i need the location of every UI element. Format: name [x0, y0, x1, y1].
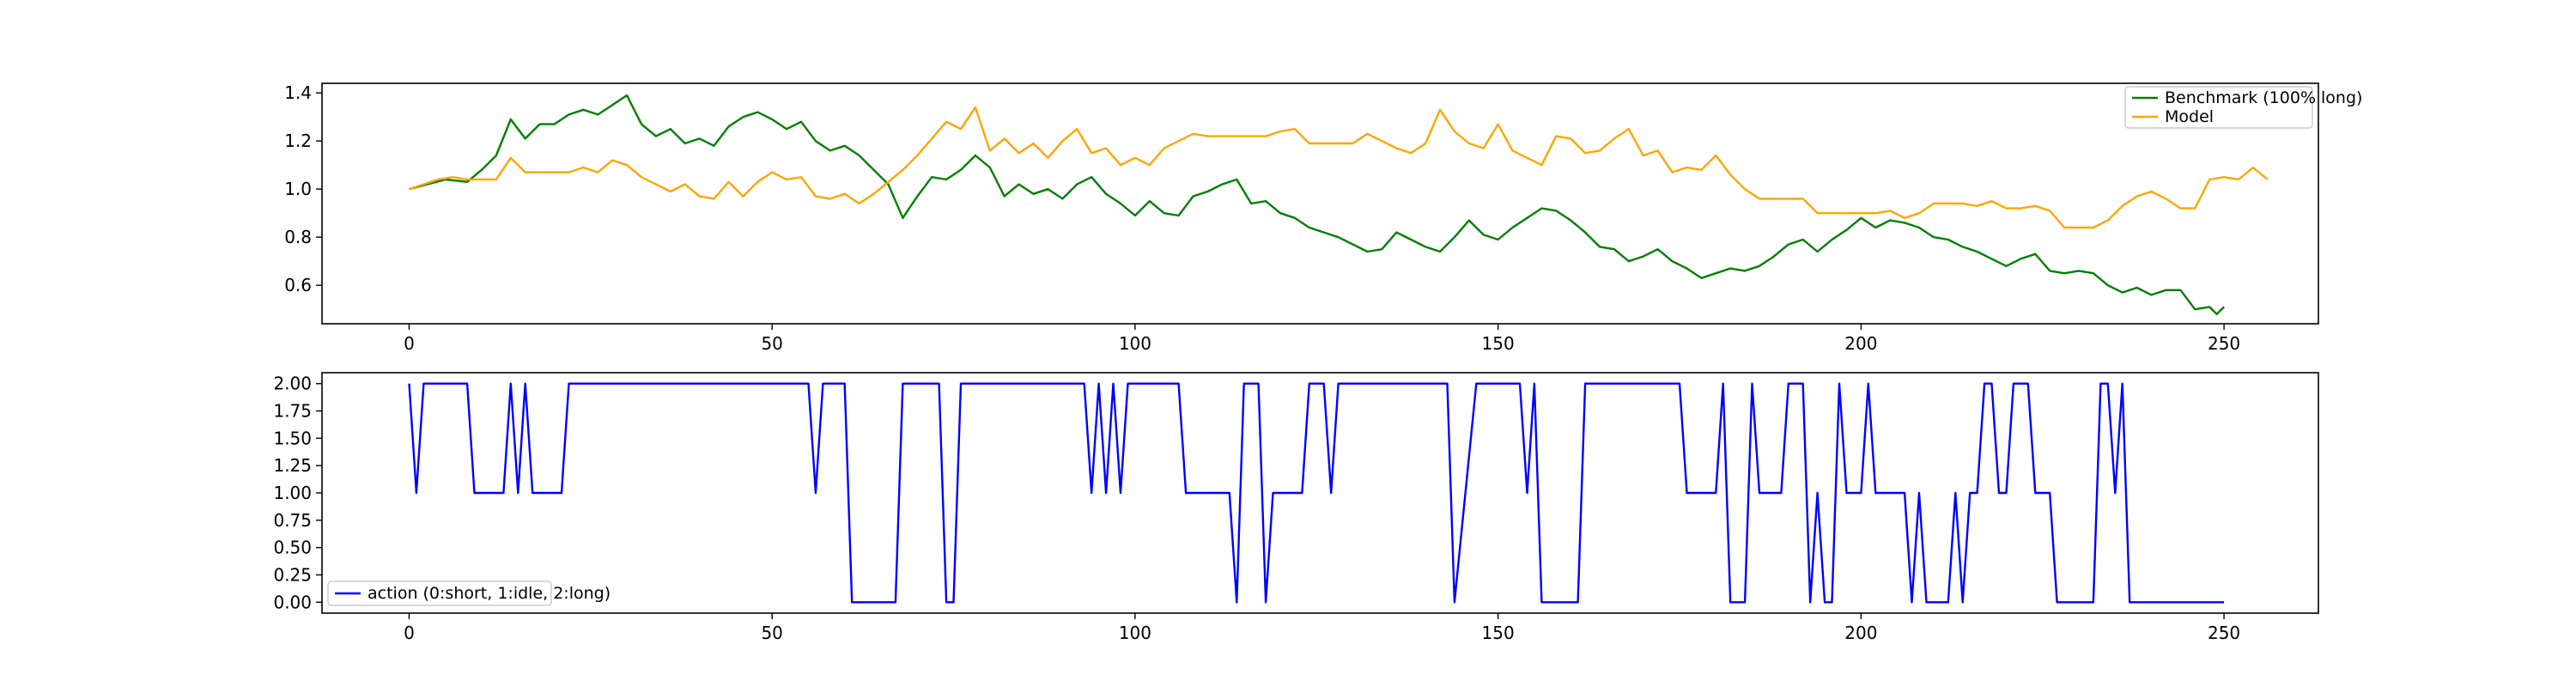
- y-axis-ticks: 0.00 0.25 0.50 0.75 1.00 1.25 1.50 1.75 2.00: [273, 374, 322, 612]
- x-tick-label: 200: [1844, 333, 1877, 354]
- x-tick-label: 50: [761, 333, 782, 354]
- action-panel: 0 50 100 150 200 250 0.00 0.25 0.50 0.75 1.00 1.25…: [273, 372, 2319, 643]
- y-tick-label: 1.2: [284, 131, 312, 151]
- x-tick-label: 150: [1482, 333, 1515, 354]
- legend-label-action: action (0:short, 1:idle, 2:long): [368, 584, 611, 603]
- legend: action (0:short, 1:idle, 2:long): [327, 581, 611, 606]
- y-tick-label: 0.25: [273, 564, 312, 585]
- x-tick-label: 0: [404, 333, 415, 354]
- x-axis-ticks: 0 50 100 150 200 250: [404, 613, 2240, 643]
- x-tick-label: 250: [2208, 623, 2240, 643]
- legend-box: [2124, 86, 2313, 129]
- series-lines: [408, 382, 2225, 604]
- legend-label-benchmark: Benchmark (100% long): [2165, 88, 2362, 107]
- x-tick-label: 250: [2208, 333, 2240, 354]
- y-tick-label: 1.4: [284, 82, 312, 103]
- y-tick-label: 1.50: [273, 428, 312, 448]
- y-axis-ticks: 0.6 0.8 1.0 1.2 1.4: [284, 82, 322, 295]
- x-tick-label: 50: [761, 623, 782, 643]
- y-tick-label: 1.25: [273, 455, 312, 476]
- series-line-1: [409, 106, 2269, 229]
- y-tick-label: 0.75: [273, 510, 312, 531]
- x-tick-label: 200: [1844, 623, 1877, 643]
- y-tick-label: 0.50: [273, 538, 312, 558]
- y-tick-label: 1.75: [273, 401, 312, 422]
- series-lines: [409, 94, 2269, 315]
- y-tick-label: 0.8: [284, 227, 312, 247]
- x-tick-label: 100: [1119, 623, 1151, 643]
- y-tick-label: 0.6: [284, 275, 312, 295]
- y-tick-label: 0.00: [273, 592, 312, 612]
- y-tick-label: 1.00: [273, 483, 312, 503]
- benchmark-vs-model-panel: 0 50 100 150 200 250 0.6 0.8 1.0 1.2 1.4 Benchmar…: [284, 82, 2362, 354]
- x-tick-label: 150: [1482, 623, 1515, 643]
- legend: Benchmark (100% long) Model: [2124, 86, 2362, 129]
- y-tick-label: 2.00: [273, 374, 312, 394]
- x-tick-label: 100: [1119, 333, 1151, 354]
- series-line-0: [409, 94, 2225, 315]
- series-line-0: [408, 382, 2225, 604]
- legend-box: [327, 581, 552, 606]
- legend-label-model: Model: [2165, 107, 2214, 126]
- plot-frame: [321, 82, 2319, 325]
- x-axis-ticks: 0 50 100 150 200 250: [404, 324, 2240, 354]
- y-tick-label: 1.0: [284, 179, 312, 199]
- x-tick-label: 0: [404, 623, 415, 643]
